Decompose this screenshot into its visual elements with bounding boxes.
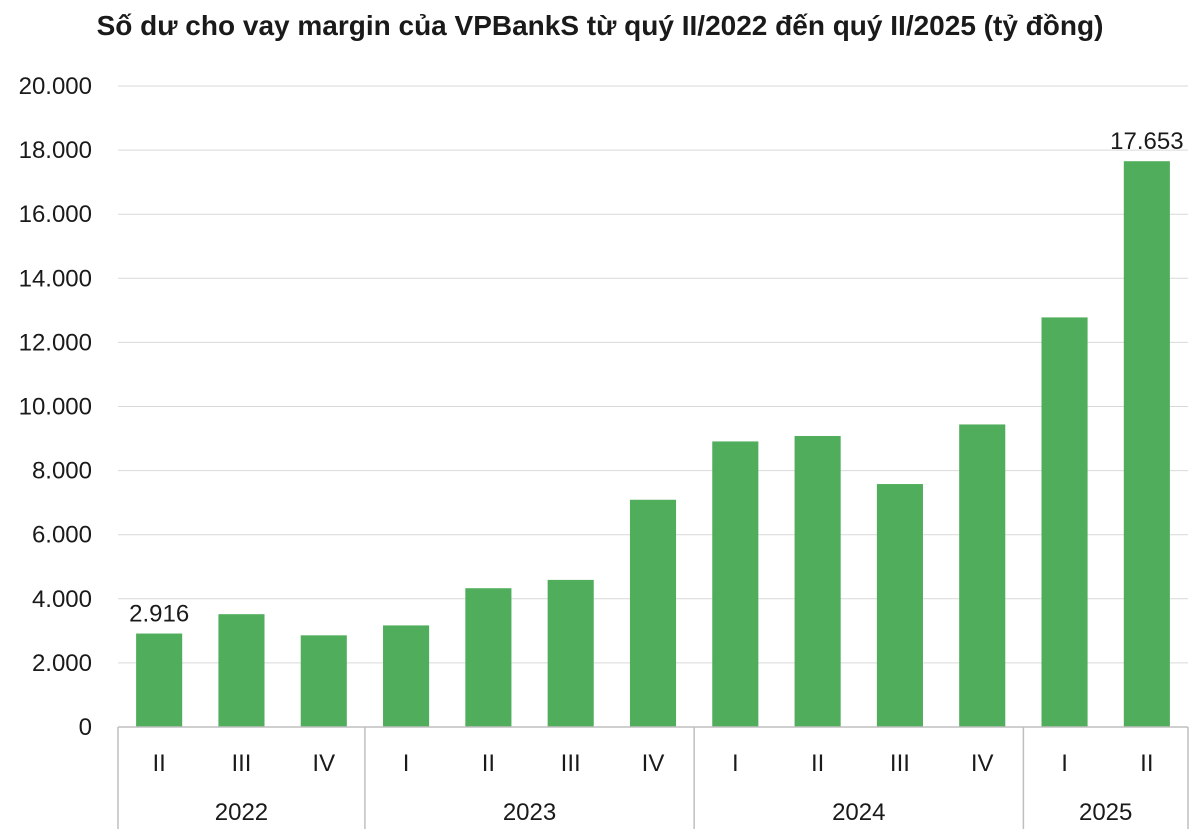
bars — [136, 161, 1170, 728]
group-label: 2022 — [215, 799, 268, 826]
y-tick-label: 18.000 — [19, 137, 92, 164]
axes — [117, 726, 1189, 829]
x-tick-label: III — [890, 750, 910, 777]
x-tick-label: I — [1061, 750, 1068, 777]
bar — [1041, 317, 1088, 727]
x-tick-label: II — [152, 750, 165, 777]
x-tick-label: I — [732, 750, 739, 777]
bar — [712, 441, 759, 727]
x-tick-label: II — [811, 750, 824, 777]
bar — [959, 424, 1006, 727]
bar — [629, 499, 677, 727]
bar — [465, 588, 512, 727]
x-tick-label: III — [231, 750, 251, 777]
y-tick-label: 14.000 — [19, 265, 92, 292]
y-tick-label: 8.000 — [32, 458, 92, 485]
data-label: 17.653 — [1110, 128, 1183, 155]
x-tick-label: II — [1140, 750, 1153, 777]
labels: 0 2.000 4.000 6.000 8.000 10.000 12.000 14.000 1… — [19, 73, 1184, 826]
x-tick-label: IV — [312, 750, 335, 777]
bar — [547, 579, 594, 727]
group-label: 2023 — [503, 799, 556, 826]
x-tick-label: I — [403, 750, 410, 777]
x-tick-label: IV — [971, 750, 994, 777]
y-tick-label: 12.000 — [19, 329, 92, 356]
data-label: 2.916 — [129, 601, 189, 628]
x-tick-label: IV — [642, 750, 665, 777]
x-tick-label: III — [561, 750, 581, 777]
y-tick-label: 16.000 — [19, 201, 92, 228]
bar — [383, 625, 430, 727]
x-tick-label: II — [482, 750, 495, 777]
y-tick-label: 20.000 — [19, 73, 92, 100]
y-tick-label: 0 — [79, 714, 92, 741]
y-tick-label: 10.000 — [19, 394, 92, 421]
group-label: 2025 — [1079, 799, 1132, 826]
group-label: 2024 — [832, 799, 885, 826]
bar — [300, 635, 347, 727]
bar — [794, 435, 841, 727]
bar — [876, 484, 923, 727]
bar — [1123, 161, 1170, 728]
y-tick-label: 2.000 — [32, 650, 92, 677]
chart-title: Số dư cho vay margin của VPBankS từ quý … — [96, 10, 1104, 41]
bar — [136, 633, 183, 727]
y-tick-label: 6.000 — [32, 522, 92, 549]
bar — [218, 614, 265, 727]
y-tick-label: 4.000 — [32, 586, 92, 613]
